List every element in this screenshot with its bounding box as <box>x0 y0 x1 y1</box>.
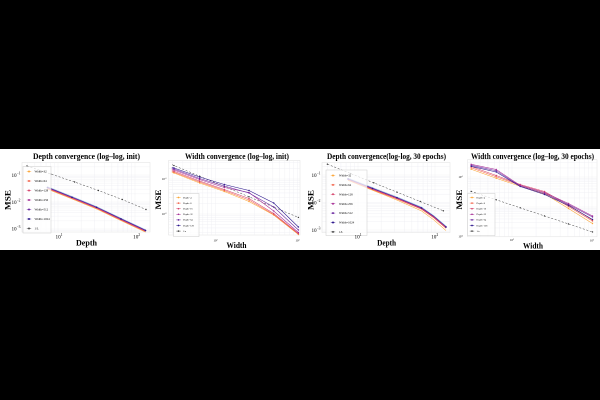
svg-text:1/L: 1/L <box>339 230 343 234</box>
svg-text:10−3: 10−3 <box>11 225 20 232</box>
svg-text:Depth=32: Depth=32 <box>477 213 487 216</box>
svg-text:103: 103 <box>296 239 300 243</box>
svg-text:102: 102 <box>214 239 218 243</box>
svg-text:Depth=64: Depth=64 <box>183 219 193 222</box>
svg-text:Depth=16: Depth=16 <box>183 208 193 211</box>
svg-text:Width=256: Width=256 <box>35 198 49 202</box>
svg-text:Width=128: Width=128 <box>339 192 353 196</box>
svg-text:102: 102 <box>431 233 438 240</box>
svg-text:Depth=128: Depth=128 <box>477 224 489 227</box>
svg-text:Width convergence (log–log, 30: Width convergence (log–log, 30 epochs) <box>471 152 594 161</box>
svg-text:Depth: Depth <box>377 239 397 248</box>
svg-text:10−2: 10−2 <box>311 199 320 206</box>
svg-text:MSE: MSE <box>305 190 315 210</box>
svg-text:Width=32: Width=32 <box>35 170 48 174</box>
svg-text:Depth: Depth <box>76 239 98 248</box>
svg-text:Depth=4: Depth=4 <box>183 196 192 199</box>
svg-text:Depth=64: Depth=64 <box>477 219 487 222</box>
svg-text:MSE: MSE <box>153 189 163 209</box>
svg-text:10−1: 10−1 <box>11 171 20 178</box>
svg-text:1/n: 1/n <box>183 230 187 233</box>
svg-text:1/L: 1/L <box>35 227 39 231</box>
svg-text:103: 103 <box>590 239 594 243</box>
svg-text:1/n: 1/n <box>477 230 481 233</box>
svg-text:Width=128: Width=128 <box>35 189 49 193</box>
svg-text:Depth convergence (log–log, in: Depth convergence (log–log, init) <box>33 152 140 161</box>
svg-text:10-2: 10-2 <box>162 212 167 216</box>
svg-text:10−1: 10−1 <box>311 171 320 178</box>
svg-text:Width=1024: Width=1024 <box>35 217 51 221</box>
svg-text:10-1: 10-1 <box>162 177 167 181</box>
svg-text:Width=64: Width=64 <box>35 179 48 183</box>
svg-text:101: 101 <box>56 233 63 240</box>
svg-text:10-1: 10-1 <box>458 175 463 179</box>
svg-text:102: 102 <box>133 233 140 240</box>
svg-text:10−3: 10−3 <box>311 226 320 233</box>
svg-text:Width=512: Width=512 <box>35 208 49 212</box>
svg-text:Depth=8: Depth=8 <box>477 202 486 205</box>
svg-text:MSE: MSE <box>454 189 464 209</box>
svg-text:Width=1024: Width=1024 <box>339 221 355 225</box>
svg-text:Depth=4: Depth=4 <box>477 196 486 199</box>
svg-text:Width=512: Width=512 <box>339 211 353 215</box>
svg-text:Depth=16: Depth=16 <box>477 208 487 211</box>
svg-text:Width=64: Width=64 <box>339 183 352 187</box>
svg-text:101: 101 <box>355 233 362 240</box>
svg-text:Depth convergence(log-log, 30: Depth convergence(log-log, 30 epochs) <box>327 152 446 161</box>
svg-text:Depth=128: Depth=128 <box>183 224 195 227</box>
svg-text:Depth=32: Depth=32 <box>183 213 193 216</box>
svg-text:Width=256: Width=256 <box>339 202 353 206</box>
svg-text:10−2: 10−2 <box>11 198 20 205</box>
svg-text:Width: Width <box>227 241 248 250</box>
svg-text:102: 102 <box>510 238 514 242</box>
svg-text:Width: Width <box>523 242 544 251</box>
svg-text:MSE: MSE <box>3 190 13 210</box>
svg-text:Width convergence (log–log, in: Width convergence (log–log, init) <box>185 152 289 161</box>
svg-text:Width=32: Width=32 <box>339 174 352 178</box>
svg-text:10-3: 10-3 <box>458 235 463 239</box>
svg-text:10-2: 10-2 <box>458 203 463 207</box>
svg-text:Depth=8: Depth=8 <box>183 202 192 205</box>
